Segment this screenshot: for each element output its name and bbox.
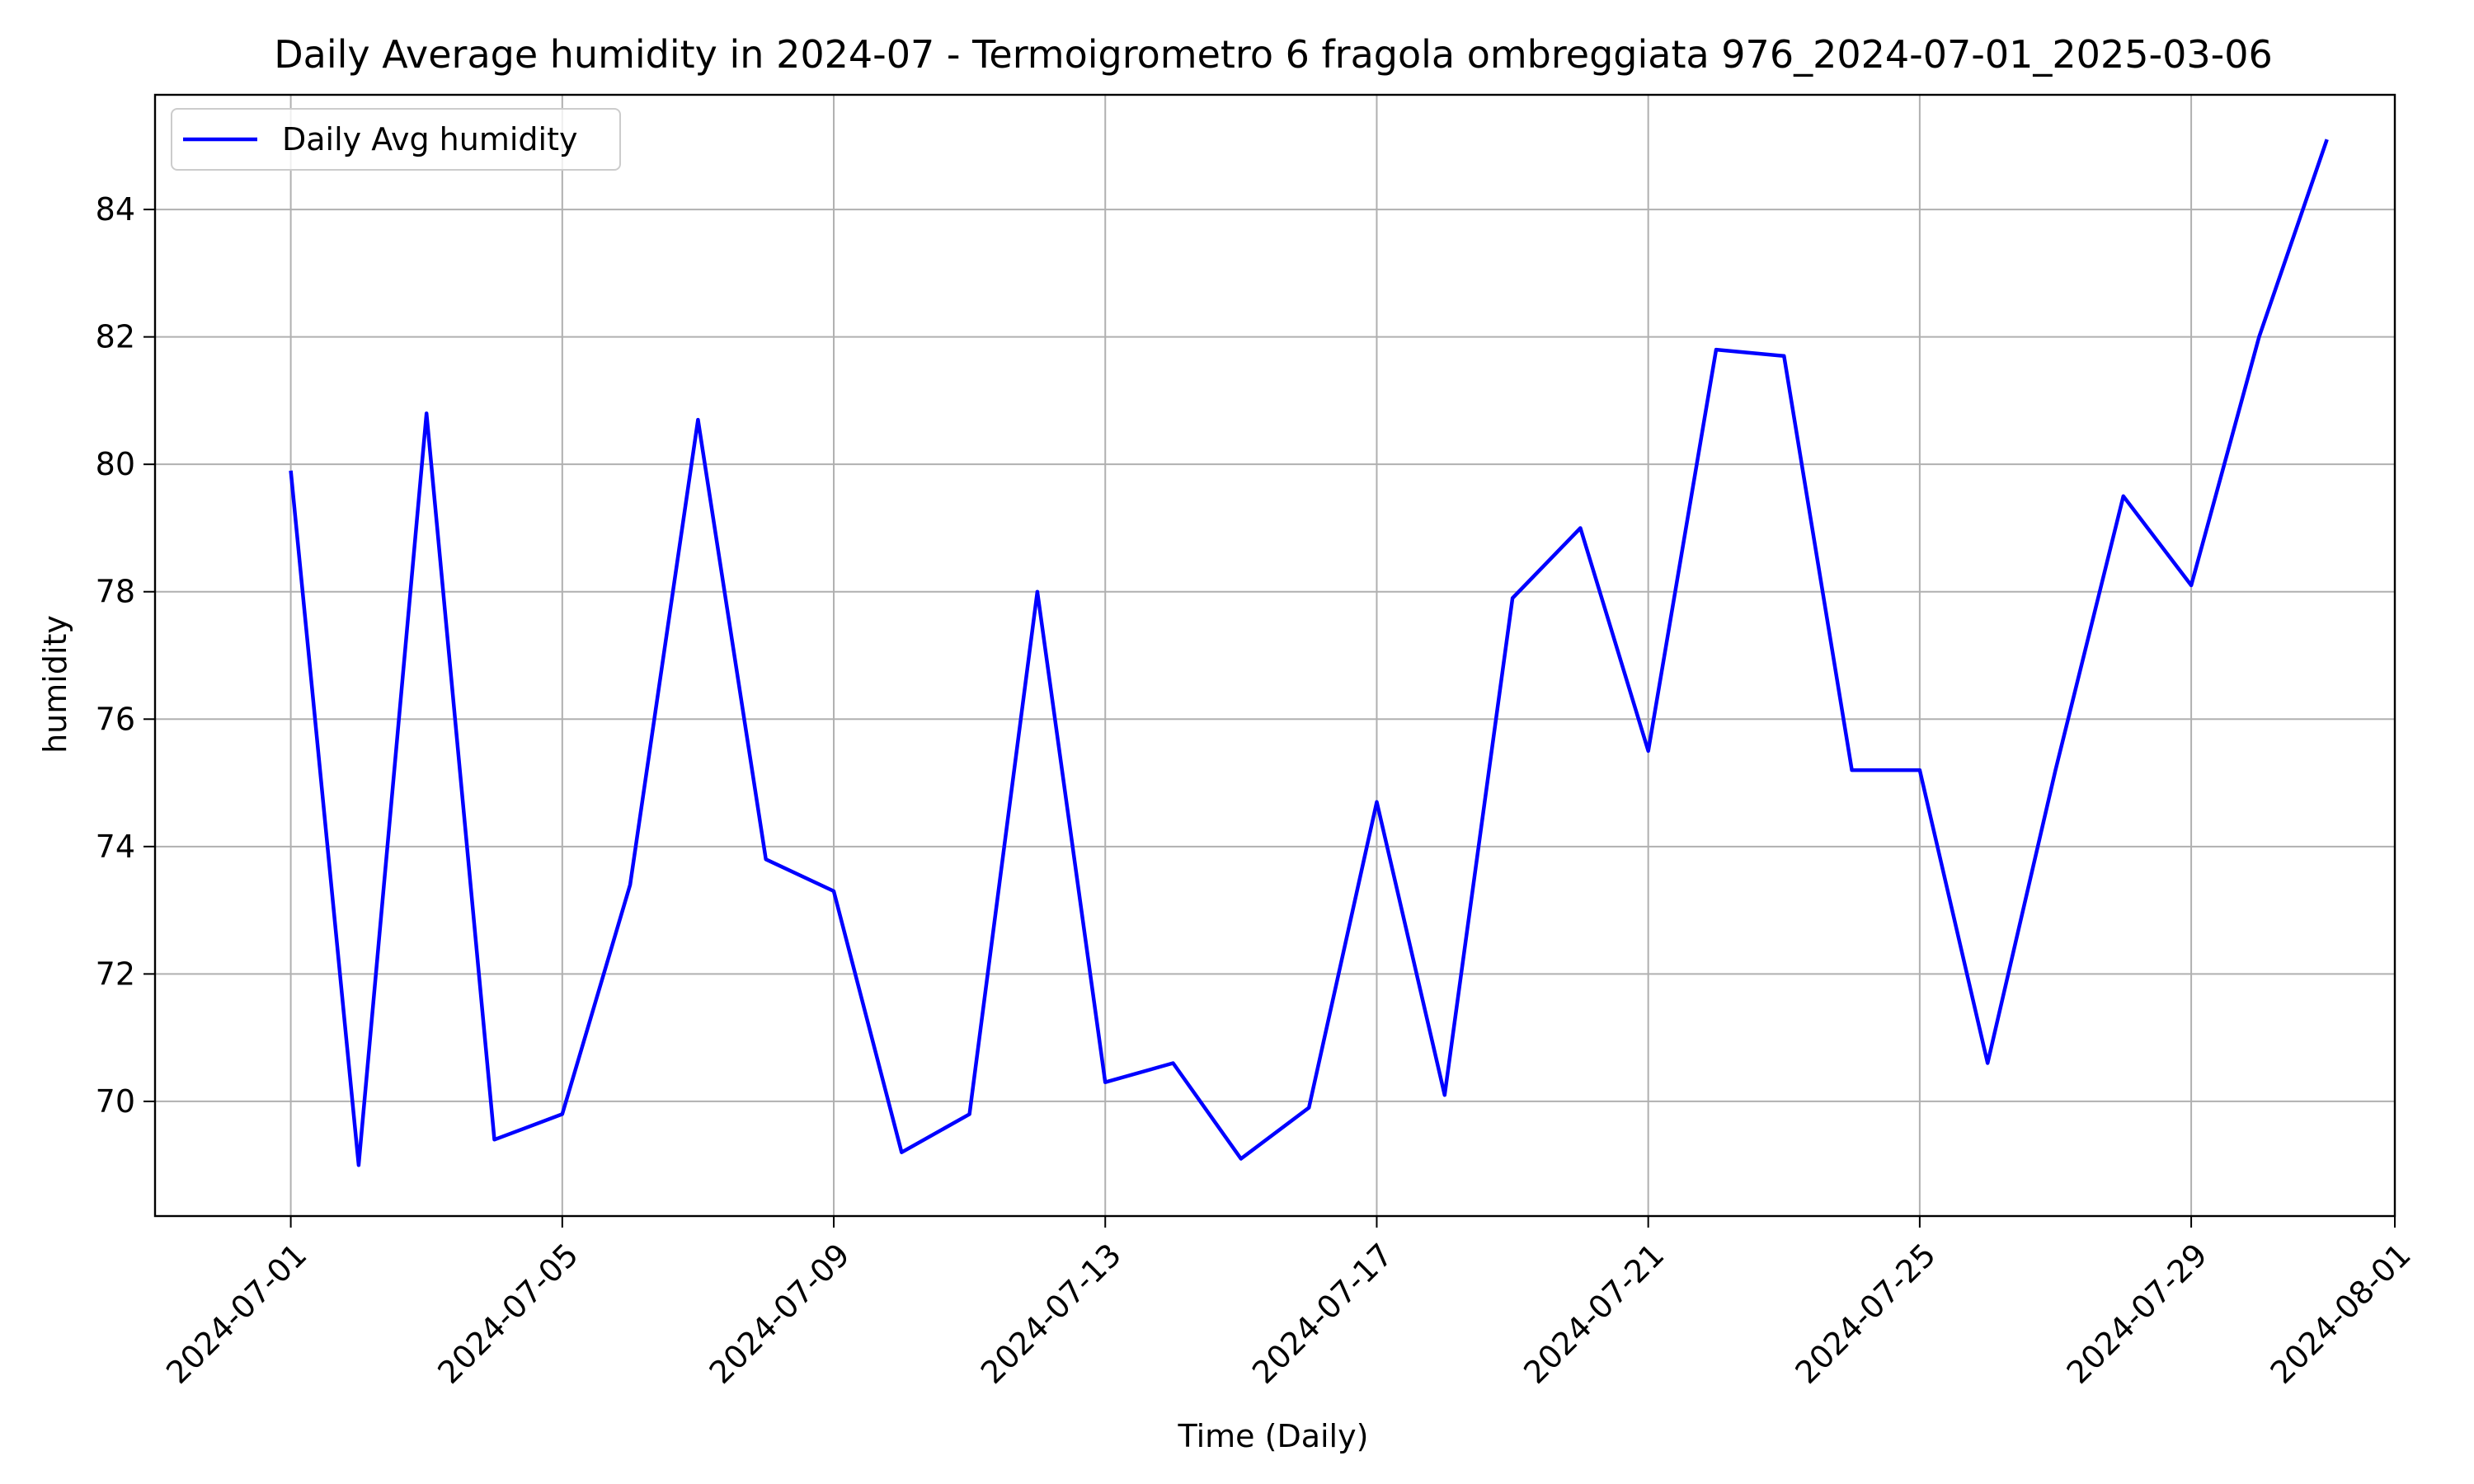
series-layer bbox=[289, 139, 2329, 1167]
grid-lines bbox=[155, 95, 2396, 1216]
y-tick-label: 82 bbox=[96, 319, 135, 355]
chart-title: Daily Average humidity in 2024-07 - Term… bbox=[274, 32, 2273, 77]
legend-label: Daily Avg humidity bbox=[282, 121, 578, 157]
series-line bbox=[289, 139, 2329, 1167]
y-axis-ticks: 70 72 74 76 78 80 82 84 bbox=[96, 191, 155, 1120]
y-tick-label: 74 bbox=[96, 829, 135, 865]
y-tick-label: 80 bbox=[96, 446, 135, 482]
y-tick-label: 78 bbox=[96, 574, 135, 610]
y-tick-label: 70 bbox=[96, 1083, 135, 1120]
y-tick-label: 84 bbox=[96, 191, 135, 228]
x-axis-label: Time (Daily) bbox=[1178, 1418, 1369, 1454]
plot-frame bbox=[153, 93, 2396, 1218]
y-tick-label: 76 bbox=[96, 701, 135, 737]
y-tick-label: 72 bbox=[96, 956, 135, 992]
y-axis-label: humidity bbox=[37, 615, 73, 754]
legend-box bbox=[171, 108, 621, 171]
legend: Daily Avg humidity bbox=[171, 108, 621, 171]
